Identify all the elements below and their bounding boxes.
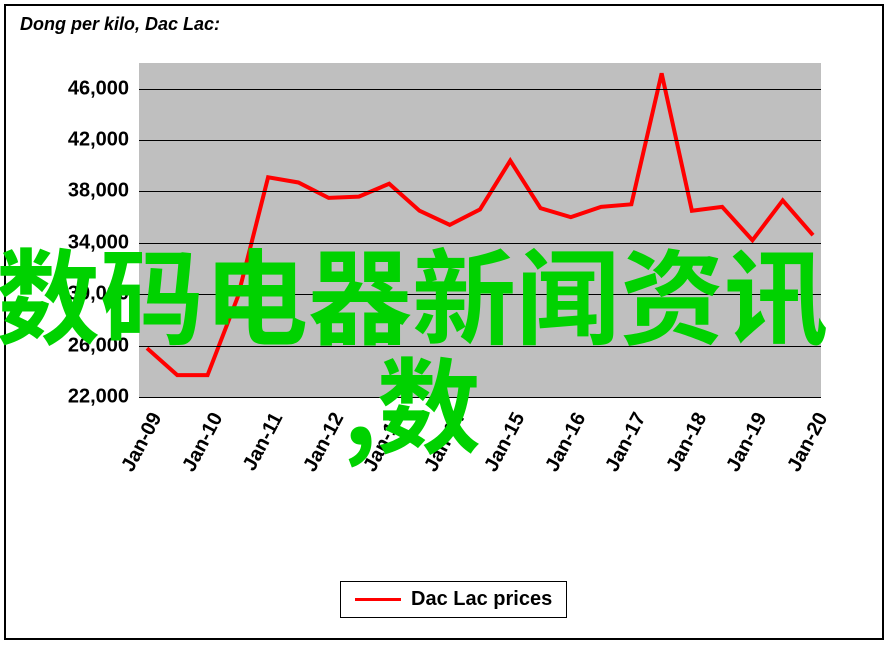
watermark-overlay: 数码电器新闻资讯 ,数 (0, 236, 828, 454)
legend: Dac Lac prices (340, 581, 567, 618)
chart-title: Dong per kilo, Dac Lac: (20, 14, 220, 35)
y-tick-label: 42,000 (68, 129, 129, 152)
legend-swatch (355, 598, 401, 601)
gridline (139, 191, 821, 192)
y-tick-label: 38,000 (68, 180, 129, 203)
gridline (139, 140, 821, 141)
legend-label: Dac Lac prices (411, 588, 552, 611)
y-tick-label: 46,000 (68, 77, 129, 100)
gridline (139, 89, 821, 90)
